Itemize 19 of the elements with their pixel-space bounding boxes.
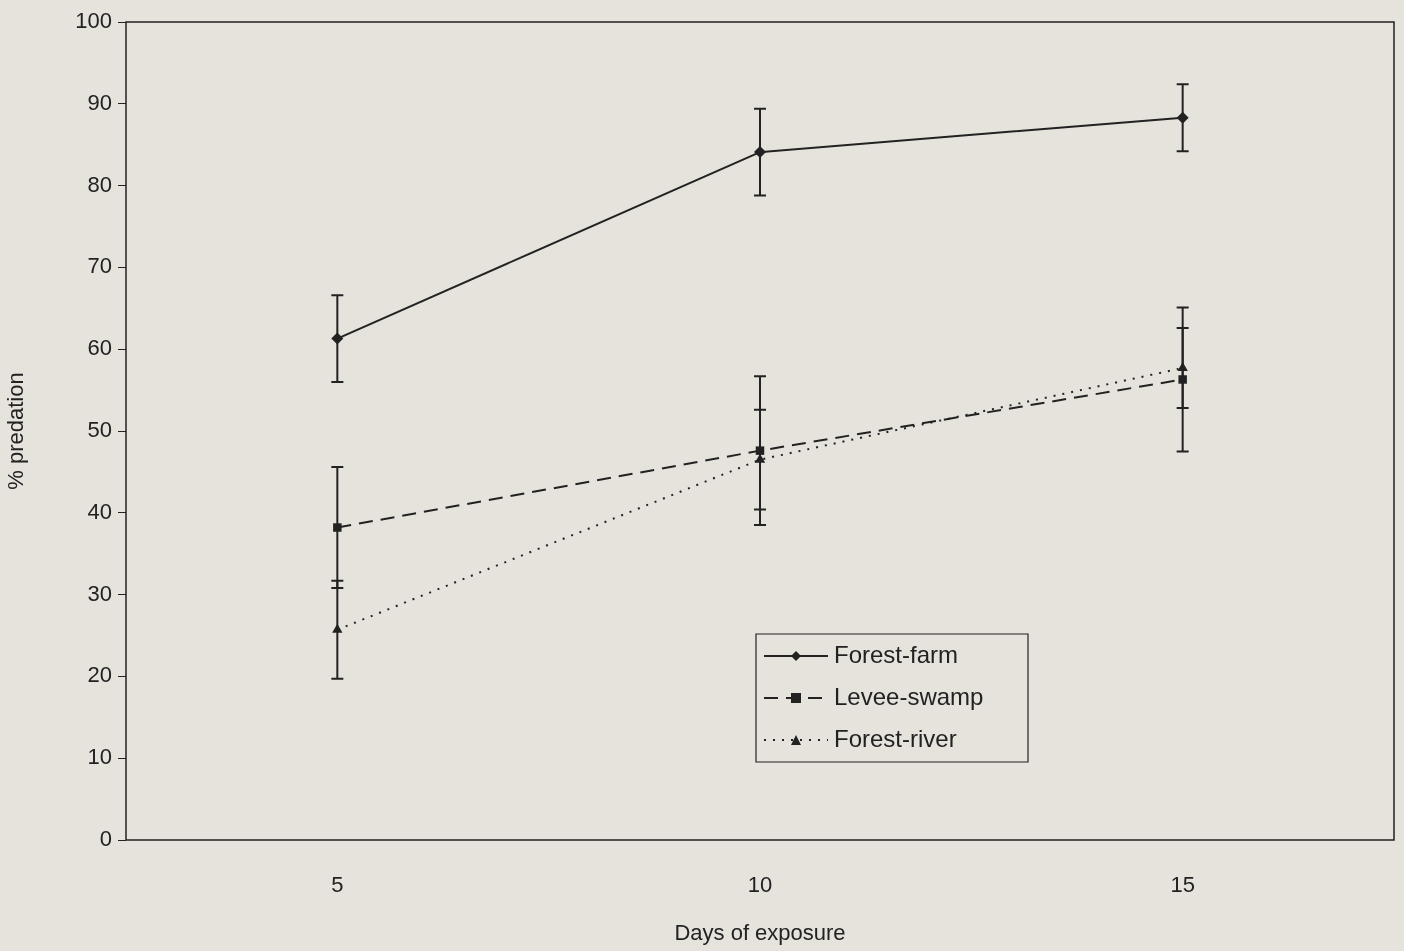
y-tick-label: 20	[87, 662, 112, 688]
y-tick-label: 70	[87, 253, 112, 279]
y-tick-label: 90	[87, 89, 112, 115]
y-tick-label: 100	[75, 8, 112, 34]
y-tick-label: 60	[87, 335, 112, 361]
x-tick-label: 10	[747, 872, 773, 898]
y-tick-label: 0	[99, 826, 112, 852]
y-tick-label: 50	[87, 417, 112, 443]
x-tick-label: 5	[331, 872, 344, 898]
x-tick-label: 15	[1170, 872, 1195, 898]
y-tick-label: 80	[87, 171, 112, 197]
x-axis-title: Days of exposure	[674, 919, 846, 945]
legend-label: Forest-farm	[834, 640, 959, 668]
y-axis-title: % predation	[3, 372, 29, 490]
legend-label: Forest-river	[834, 724, 957, 752]
y-tick-label: 10	[87, 744, 112, 770]
legend-label: Levee-swamp	[834, 682, 984, 710]
y-tick-label: 40	[87, 498, 112, 524]
y-tick-label: 30	[87, 580, 112, 606]
